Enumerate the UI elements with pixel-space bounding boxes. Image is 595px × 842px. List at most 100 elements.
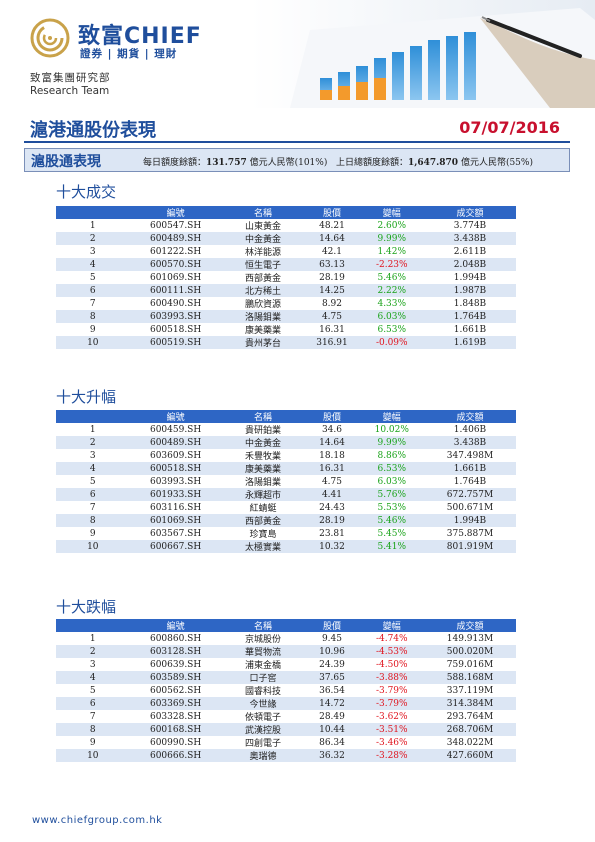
- rank-cell: 6: [56, 488, 130, 501]
- price-cell: 4.41: [304, 488, 360, 501]
- rank-cell: 9: [89, 324, 96, 335]
- turnover-cell: 801.919M: [423, 540, 516, 553]
- name-cell: 洛陽鉬業: [221, 310, 305, 323]
- change-cell: 5.76%: [359, 488, 424, 501]
- price-cell: 28.49: [319, 711, 345, 722]
- name-cell: 永輝超市: [221, 488, 305, 501]
- column-header: 變幅: [359, 410, 424, 423]
- rank-cell: 7: [89, 502, 96, 513]
- name-cell: 紅蜻蜓: [249, 504, 277, 514]
- code-cell: 603993.SH: [149, 476, 202, 487]
- price-cell: 9.45: [321, 633, 342, 644]
- name-cell: 中金黃金: [221, 436, 305, 449]
- name-cell: 北方稀土: [221, 284, 305, 297]
- change-cell: 5.46%: [377, 272, 407, 283]
- price-cell: 16.31: [304, 462, 360, 475]
- table-row: 3 601222.SH 林洋能源 42.1 1.42% 2.611B: [56, 245, 516, 259]
- change-cell: -3.28%: [359, 749, 424, 762]
- footer-website[interactable]: www.chiefgroup.com.hk: [32, 815, 163, 826]
- quota-label: 滬股通表現: [31, 154, 101, 170]
- table-row: 7 603116.SH 紅蜻蜓 24.43 5.53% 500.671M: [56, 501, 516, 515]
- turnover-cell: 500.020M: [423, 645, 516, 658]
- rank-cell: 2: [56, 232, 130, 245]
- change-cell: -3.51%: [359, 723, 424, 736]
- change-cell: 2.60%: [377, 220, 407, 231]
- turnover-cell: 268.706M: [423, 723, 516, 736]
- turnover-cell: 1.406B: [453, 424, 487, 435]
- table-row: 7 603328.SH 依頓電子 28.49 -3.62% 293.764M: [56, 710, 516, 724]
- department-english: Research Team: [30, 85, 110, 97]
- table-row: 6 603369.SH 今世緣 14.72 -3.79% 314.384M: [56, 697, 516, 710]
- change-cell: 9.99%: [359, 436, 424, 449]
- change-cell: -4.74%: [375, 633, 408, 644]
- code-cell: 600518.SH: [149, 324, 202, 335]
- quota-details: 每日額度餘額：131.757 億元人民幣(101%) 上日總額度餘額：1,647…: [143, 155, 533, 168]
- column-header: 名稱: [221, 619, 305, 632]
- rank-cell: 8: [56, 514, 130, 527]
- name-cell: 國睿科技: [244, 687, 281, 697]
- report-title: 滬港通股份表現: [30, 120, 156, 141]
- table-row: 8 600168.SH 武漢控股 10.44 -3.51% 268.706M: [56, 723, 516, 736]
- table-row: 6 600111.SH 北方稀土 14.25 2.22% 1.987B: [56, 284, 516, 297]
- turnover-cell: 314.384M: [423, 697, 516, 710]
- prev-quota-value: 1,647.870: [407, 158, 459, 168]
- rank-cell: 4: [56, 258, 130, 271]
- turnover-cell: 1.661B: [423, 462, 516, 475]
- table-row: 4 603589.SH 口子窖 37.65 -3.88% 588.168M: [56, 671, 516, 684]
- rank-cell: 7: [89, 711, 96, 722]
- name-cell: 依頓電子: [244, 713, 281, 723]
- price-cell: 316.91: [304, 336, 360, 349]
- turnover-cell: 1.764B: [423, 310, 516, 323]
- code-cell: 601933.SH: [129, 488, 222, 501]
- price-cell: 63.13: [304, 258, 360, 271]
- turnover-cell: 1.661B: [453, 324, 487, 335]
- section-title-top-turnover: 十大成交: [56, 183, 117, 201]
- change-cell: 5.45%: [377, 528, 407, 539]
- code-cell: 600519.SH: [129, 336, 222, 349]
- rank-cell: 4: [56, 462, 130, 475]
- table-row: 5 600562.SH 國睿科技 36.54 -3.79% 337.119M: [56, 684, 516, 698]
- report-date: 07/07/2016: [459, 118, 560, 137]
- quota-summary-bar: 滬股通表現 每日額度餘額：131.757 億元人民幣(101%) 上日總額度餘額…: [24, 148, 570, 172]
- rank-cell: 6: [56, 284, 130, 297]
- code-cell: 603609.SH: [149, 450, 202, 461]
- name-cell: 洛陽鉬業: [244, 478, 281, 488]
- rank-cell: 10: [56, 336, 130, 349]
- table-row: 9 600518.SH 康美藥業 16.31 6.53% 1.661B: [56, 323, 516, 337]
- turnover-cell: 375.887M: [446, 528, 494, 539]
- rank-cell: 9: [89, 528, 96, 539]
- column-header: 成交額: [423, 410, 516, 423]
- column-header: 股價: [304, 619, 360, 632]
- rank-cell: 5: [89, 476, 96, 487]
- code-cell: 600570.SH: [129, 258, 222, 271]
- table-row: 10 600667.SH 太極實業 10.32 5.41% 801.919M: [56, 540, 516, 553]
- price-cell: 4.75: [321, 476, 342, 487]
- change-cell: 6.03%: [359, 310, 424, 323]
- change-cell: 6.53%: [359, 462, 424, 475]
- name-cell: 禾豐牧業: [244, 452, 281, 462]
- name-cell: 武漢控股: [221, 723, 305, 736]
- turnover-cell: 3.438B: [423, 436, 516, 449]
- report-title-bar: 滬港通股份表現 07/07/2016: [24, 116, 570, 142]
- turnover-cell: 348.022M: [446, 737, 494, 748]
- price-cell: 37.65: [304, 671, 360, 684]
- price-cell: 34.6: [321, 424, 342, 435]
- name-cell: 今世緣: [221, 697, 305, 710]
- page-header: 致富CHIEF 證券 | 期貨 | 理財 致富集團研究部 Research Te…: [0, 0, 595, 108]
- change-cell: 10.02%: [374, 424, 409, 435]
- turnover-cell: 1.994B: [423, 514, 516, 527]
- price-cell: 24.43: [319, 502, 345, 513]
- change-cell: 9.99%: [359, 232, 424, 245]
- turnover-cell: 2.611B: [453, 246, 487, 257]
- table-row: 10 600519.SH 貴州茅台 316.91 -0.09% 1.619B: [56, 336, 516, 349]
- department-chinese: 致富集團研究部: [30, 72, 111, 84]
- table-row: 2 600489.SH 中金黃金 14.64 9.99% 3.438B: [56, 232, 516, 245]
- code-cell: 600639.SH: [149, 659, 202, 670]
- rank-cell: 4: [56, 671, 130, 684]
- name-cell: 山東黃金: [244, 222, 281, 232]
- code-cell: 600547.SH: [149, 220, 202, 231]
- name-cell: 林洋能源: [244, 248, 281, 258]
- table-row: 6 601933.SH 永輝超市 4.41 5.76% 672.757M: [56, 488, 516, 501]
- change-cell: 6.03%: [377, 476, 407, 487]
- price-cell: 10.96: [304, 645, 360, 658]
